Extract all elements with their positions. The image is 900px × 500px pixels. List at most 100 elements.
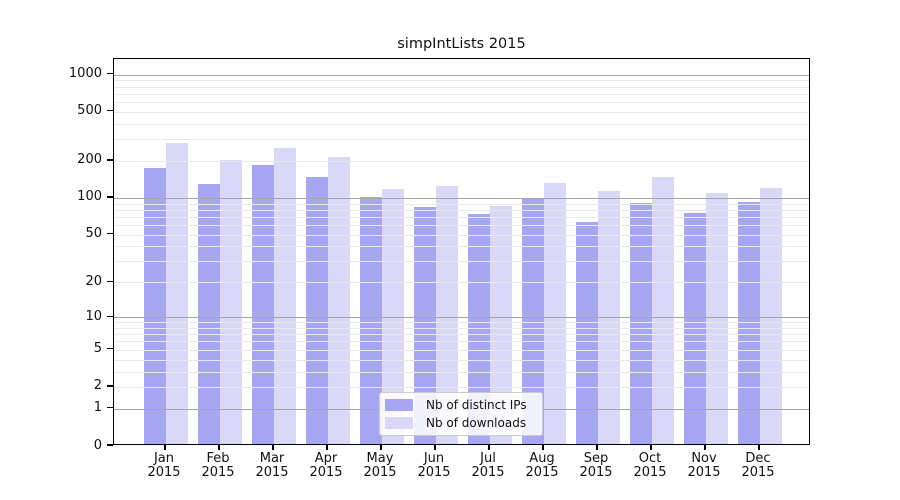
- minor-gridline: [114, 216, 809, 218]
- bar-downloads-mar: [274, 147, 296, 444]
- x-tick-mark: [758, 445, 760, 450]
- bar-distinct-ips-mar: [251, 164, 274, 444]
- x-tick-mark: [434, 445, 436, 450]
- bar-downloads-nov: [706, 192, 728, 444]
- x-tick-mark: [326, 445, 328, 450]
- x-tick-label: May 2015: [363, 451, 397, 480]
- x-tick-label: Oct 2015: [633, 451, 667, 480]
- y-tick-mark: [107, 159, 113, 161]
- x-tick-mark: [650, 445, 652, 450]
- minor-gridline: [114, 334, 809, 336]
- x-tick-label: Nov 2015: [687, 451, 721, 480]
- x-tick-mark: [704, 445, 706, 450]
- major-gridline: [114, 74, 809, 76]
- y-tick-mark: [107, 407, 113, 409]
- major-gridline: [114, 317, 809, 319]
- minor-gridline: [114, 86, 809, 88]
- bar-downloads-may: [382, 189, 404, 444]
- x-tick-label: Apr 2015: [309, 451, 343, 480]
- minor-gridline: [114, 123, 809, 125]
- bar-distinct-ips-jan: [143, 167, 166, 444]
- minor-gridline: [114, 327, 809, 329]
- legend-swatch-icon: [385, 399, 413, 411]
- minor-gridline: [114, 386, 809, 388]
- y-tick-label: 1000: [68, 66, 102, 82]
- minor-gridline: [114, 160, 809, 162]
- minor-gridline: [114, 139, 809, 141]
- y-tick-mark: [107, 315, 113, 317]
- minor-gridline: [114, 349, 809, 351]
- x-tick-mark: [164, 445, 166, 450]
- bar-downloads-aug: [544, 183, 566, 444]
- x-tick-mark: [218, 445, 220, 450]
- legend-label: Nb of distinct IPs: [426, 398, 527, 412]
- minor-gridline: [114, 261, 809, 263]
- minor-gridline: [114, 371, 809, 373]
- x-tick-label: Sep 2015: [579, 451, 613, 480]
- y-tick-label: 0: [93, 437, 102, 453]
- legend-item: Nb of distinct IPs: [380, 398, 542, 412]
- minor-gridline: [114, 203, 809, 205]
- y-tick-label: 500: [77, 103, 102, 119]
- minor-gridline: [114, 111, 809, 113]
- minor-gridline: [114, 225, 809, 226]
- y-tick-label: 1: [93, 400, 102, 416]
- y-tick-label: 2: [93, 378, 102, 394]
- bar-distinct-ips-jul: [467, 214, 490, 444]
- bar-downloads-jun: [436, 186, 458, 444]
- bar-downloads-jan: [166, 142, 188, 444]
- bar-distinct-ips-aug: [521, 198, 544, 444]
- y-tick-label: 100: [77, 189, 102, 205]
- y-tick-mark: [107, 444, 113, 446]
- x-tick-label: Jul 2015: [471, 451, 505, 480]
- x-tick-label: Feb 2015: [201, 451, 235, 480]
- x-tick-label: Aug 2015: [525, 451, 559, 480]
- chart-title: simpIntLists 2015: [397, 36, 526, 52]
- minor-gridline: [114, 80, 809, 82]
- minor-gridline: [114, 359, 809, 361]
- minor-gridline: [114, 282, 809, 284]
- x-tick-label: Jan 2015: [147, 451, 181, 480]
- bar-distinct-ips-sep: [575, 222, 598, 444]
- y-tick-mark: [107, 73, 113, 75]
- x-tick-mark: [542, 445, 544, 450]
- y-tick-mark: [107, 385, 113, 387]
- bar-distinct-ips-feb: [197, 183, 220, 444]
- minor-gridline: [114, 234, 809, 236]
- y-tick-label: 200: [77, 152, 102, 168]
- bar-downloads-dec: [760, 188, 782, 444]
- y-tick-mark: [107, 233, 113, 235]
- minor-gridline: [114, 209, 809, 211]
- bar-distinct-ips-oct: [629, 203, 652, 444]
- minor-gridline: [114, 93, 809, 95]
- x-tick-label: Mar 2015: [255, 451, 289, 480]
- minor-gridline: [114, 102, 809, 103]
- plot-area: [113, 58, 810, 445]
- minor-gridline: [114, 246, 809, 248]
- major-gridline: [114, 197, 809, 199]
- x-tick-label: Jun 2015: [417, 451, 451, 480]
- x-tick-mark: [380, 445, 382, 450]
- bar-distinct-ips-jun: [413, 206, 436, 444]
- bar-downloads-feb: [220, 159, 242, 444]
- y-tick-mark: [107, 110, 113, 112]
- y-tick-label: 50: [85, 226, 102, 242]
- y-tick-label: 10: [85, 308, 102, 324]
- legend-item: Nb of downloads: [380, 416, 542, 430]
- x-tick-mark: [596, 445, 598, 450]
- bar-downloads-oct: [652, 176, 674, 444]
- bar-downloads-apr: [328, 157, 350, 444]
- minor-gridline: [114, 322, 809, 324]
- legend-label: Nb of downloads: [426, 416, 527, 430]
- bar-downloads-jul: [490, 205, 512, 444]
- y-tick-label: 5: [93, 341, 102, 357]
- y-tick-mark: [107, 196, 113, 198]
- y-tick-mark: [107, 280, 113, 282]
- x-tick-mark: [272, 445, 274, 450]
- bar-distinct-ips-apr: [305, 176, 328, 444]
- bar-distinct-ips-may: [359, 197, 382, 444]
- x-tick-mark: [488, 445, 490, 450]
- x-tick-label: Dec 2015: [741, 451, 775, 480]
- legend: Nb of distinct IPs Nb of downloads: [379, 392, 543, 436]
